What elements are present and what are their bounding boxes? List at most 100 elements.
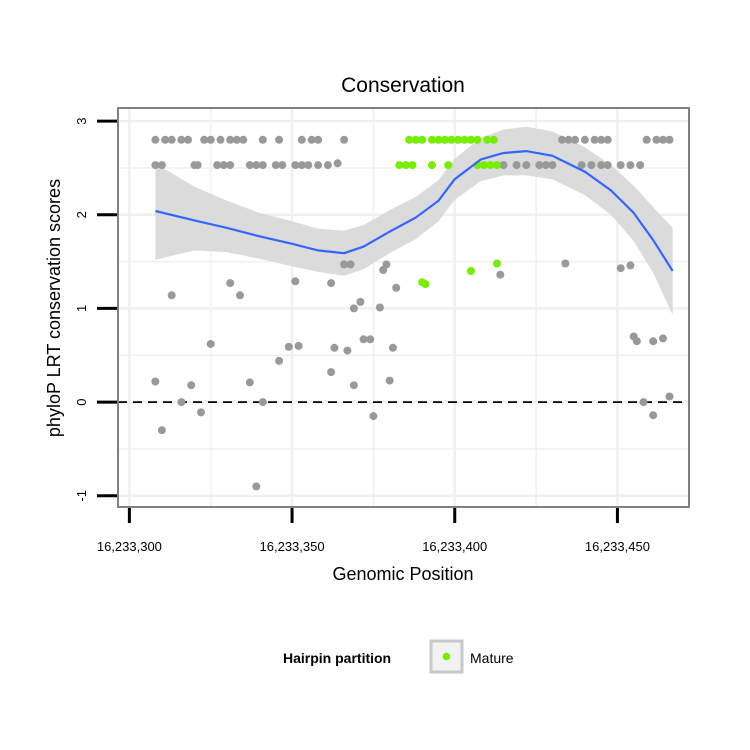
data-point (616, 161, 625, 170)
axes: 16,233,300 16,233,350 16,233,400 16,233,450… (74, 117, 650, 554)
data-point-mature (486, 161, 495, 170)
data-point (597, 161, 606, 170)
data-point-mature (493, 161, 501, 170)
data-point (219, 161, 228, 170)
data-point (226, 161, 235, 170)
data-point (632, 337, 641, 346)
data-point-mature (444, 161, 453, 170)
data-point (343, 346, 352, 355)
data-point (157, 426, 166, 435)
y-tick-label: 2 (74, 211, 89, 218)
data-point (392, 283, 401, 292)
data-point (590, 135, 599, 144)
data-point (665, 392, 674, 401)
legend-key-mature (442, 652, 451, 661)
data-point-mature (428, 135, 436, 144)
data-point (206, 135, 215, 144)
data-point (330, 343, 339, 352)
data-point (636, 161, 645, 170)
x-tick-label: 16,233,450 (585, 539, 650, 554)
x-tick-label: 16,233,350 (260, 539, 325, 554)
legend: Hairpin partition Mature (283, 639, 514, 674)
data-point (639, 398, 648, 407)
data-point (541, 161, 550, 170)
data-point (151, 161, 160, 170)
data-point (314, 135, 323, 144)
data-point (561, 259, 570, 268)
data-point (652, 135, 661, 144)
data-point (659, 135, 667, 144)
data-point (340, 135, 349, 144)
data-point (271, 161, 280, 170)
data-point-mature (489, 135, 498, 144)
panel-border-layer (117, 107, 690, 508)
data-point (346, 260, 355, 269)
smooth-line (155, 149, 674, 272)
y-axis-title: phyloP LRT conservation scores (44, 179, 64, 437)
data-point-mature (483, 135, 492, 144)
data-point-mature (473, 135, 482, 144)
data-point-mature (460, 135, 469, 144)
y-tick-label: 3 (74, 117, 89, 124)
y-tick-label: 0 (74, 398, 89, 405)
data-point (284, 342, 293, 351)
data-point (597, 135, 606, 144)
data-point (193, 161, 202, 170)
data-point (226, 135, 235, 144)
legend-key-box (429, 639, 464, 674)
data-point (340, 260, 349, 269)
data-point (642, 135, 651, 144)
data-point (496, 270, 505, 279)
data-point (626, 261, 635, 270)
data-point (252, 482, 261, 491)
legend-title: Hairpin partition (283, 650, 391, 666)
data-point-mature (467, 135, 475, 144)
data-point-mature (454, 135, 462, 144)
data-point (349, 381, 358, 390)
data-point (327, 368, 336, 377)
data-point (200, 135, 209, 144)
data-point (580, 135, 589, 144)
data-point (369, 412, 378, 421)
data-point (239, 135, 248, 144)
data-point (236, 291, 244, 300)
chart-title: Conservation (341, 74, 465, 97)
data-point (167, 291, 176, 300)
data-point (275, 135, 284, 144)
data-point-mature (428, 161, 436, 170)
data-point (626, 161, 635, 170)
data-point (291, 161, 300, 170)
data-point (603, 161, 612, 170)
data-point (379, 266, 388, 274)
data-point (258, 135, 267, 144)
data-point (151, 135, 160, 144)
smooth-line-layer (155, 149, 674, 272)
data-point (375, 303, 384, 312)
data-point (258, 398, 267, 407)
data-point (333, 159, 342, 168)
data-point-mature (441, 135, 449, 144)
data-point (388, 343, 397, 352)
data-point-mature (480, 161, 488, 170)
data-point-mature (401, 161, 410, 170)
data-point-mature (411, 135, 420, 144)
confidence-ribbon-layer (155, 126, 673, 315)
data-point (245, 378, 254, 387)
data-point (577, 161, 586, 170)
data-point (177, 398, 186, 407)
data-point (216, 135, 225, 144)
data-point (603, 135, 612, 144)
data-point (548, 161, 557, 170)
data-point (349, 304, 358, 313)
data-point (512, 161, 521, 170)
data-point (307, 135, 316, 144)
data-point (187, 381, 196, 390)
data-point-mature (434, 135, 443, 144)
data-point (177, 135, 186, 144)
data-point (649, 411, 658, 420)
data-point (665, 135, 674, 144)
confidence-ribbon (155, 126, 673, 315)
data-point (184, 135, 192, 144)
data-point (558, 135, 567, 144)
